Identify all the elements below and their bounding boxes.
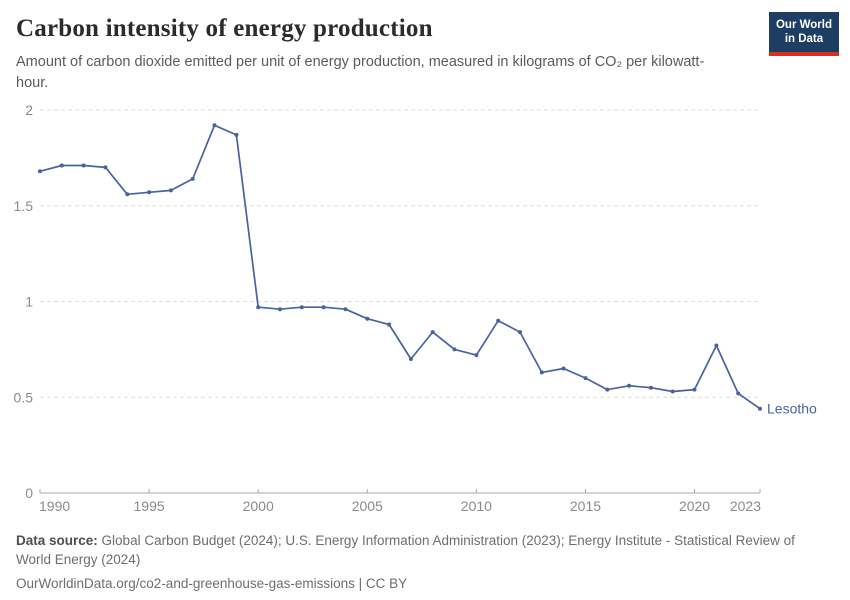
data-point (387, 322, 392, 327)
data-point (736, 391, 741, 396)
chart-subtitle: Amount of carbon dioxide emitted per uni… (16, 53, 705, 91)
x-tick-label: 2000 (243, 498, 274, 514)
y-tick-label: 2 (25, 102, 33, 118)
data-source-text: Global Carbon Budget (2024); U.S. Energy… (16, 533, 795, 568)
data-point (256, 305, 261, 310)
data-point (648, 385, 653, 390)
x-tick-label: 2023 (730, 498, 761, 514)
data-point (539, 370, 544, 375)
line-chart-svg: 0 0.5 1 1.5 2 1990 1995 2000 2005 2010 2015 2020 202… (14, 102, 818, 514)
data-point (692, 387, 697, 392)
chart-header: Carbon intensity of energy production Ou… (0, 0, 850, 94)
data-line (39, 124, 761, 410)
data-point (343, 307, 348, 312)
data-point (627, 383, 632, 388)
entity-label-lesotho: Lesotho (767, 401, 817, 417)
x-tick-label: 1995 (134, 498, 165, 514)
data-point (278, 307, 282, 312)
chart-footer: Data source: Global Carbon Budget (2024)… (16, 531, 834, 591)
data-point (430, 330, 435, 335)
data-point (561, 366, 566, 371)
license-line: OurWorldinData.org/co2-and-greenhouse-ga… (16, 576, 408, 592)
y-tick-label: 1 (25, 294, 33, 310)
data-point (125, 192, 130, 197)
data-point (758, 406, 762, 411)
data-point (212, 123, 217, 128)
data-point (321, 305, 326, 310)
data-point (147, 190, 152, 195)
data-point (168, 188, 173, 193)
data-point (518, 330, 522, 335)
owid-logo-line1: Our World (775, 19, 832, 31)
data-point (190, 176, 195, 181)
y-tick-label: 1.5 (14, 198, 34, 214)
data-point (299, 305, 304, 310)
data-point (365, 316, 370, 321)
chart-area: 0 0.5 1 1.5 2 1990 1995 2000 2005 2010 2015 2020 202… (0, 95, 850, 530)
owid-logo: Our World in Data (768, 12, 839, 56)
data-point (81, 163, 86, 168)
y-tick-label: 0 (25, 485, 33, 501)
data-point (474, 353, 479, 358)
data-point (670, 389, 675, 394)
x-tick-label: 2020 (679, 498, 710, 514)
data-point (408, 357, 413, 361)
page-title: Carbon intensity of energy production (16, 15, 433, 42)
data-source-label: Data source: (16, 533, 98, 548)
data-point (496, 318, 501, 323)
x-tick-label: 2015 (570, 498, 601, 514)
data-source-line: Data source: Global Carbon Budget (2024)… (16, 531, 831, 569)
data-point (452, 347, 457, 352)
owid-logo-line2: in Data (784, 33, 824, 46)
data-point (38, 169, 42, 174)
x-tick-label: 2005 (352, 498, 383, 514)
x-tick-label: 1990 (39, 498, 70, 514)
x-tick-label: 2010 (461, 498, 492, 514)
y-tick-label: 0.5 (14, 389, 34, 405)
data-point (59, 163, 64, 168)
data-point (103, 165, 108, 170)
data-point (234, 132, 239, 137)
data-point (583, 376, 588, 381)
data-point (714, 343, 719, 348)
data-point (605, 387, 610, 392)
